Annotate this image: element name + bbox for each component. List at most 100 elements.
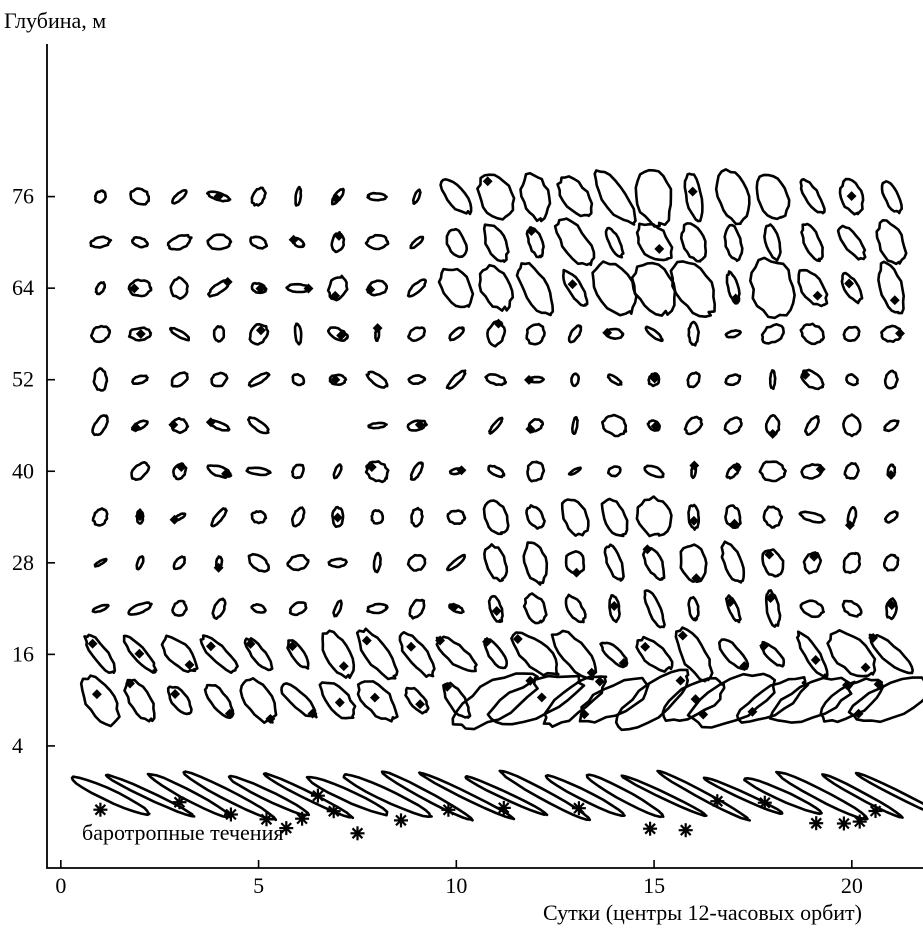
current-ellipse [93, 189, 107, 204]
barotropic-ellipse [775, 770, 869, 821]
current-ellipse [875, 219, 908, 266]
current-ellipse [687, 320, 700, 347]
phase-marker [213, 562, 224, 573]
current-ellipse [79, 674, 121, 728]
current-ellipse [247, 552, 270, 573]
phase-marker [255, 325, 266, 336]
current-ellipse [880, 324, 903, 343]
current-ellipse [643, 464, 665, 479]
current-ellipse [842, 551, 862, 575]
barotropic-ellipse [70, 775, 151, 817]
phase-marker [369, 692, 380, 703]
current-ellipse [483, 543, 509, 583]
current-ellipse [131, 374, 149, 385]
current-ellipse [331, 505, 345, 529]
current-ellipse [842, 325, 861, 343]
barotropic-ellipse [656, 769, 751, 822]
phase-marker [456, 465, 467, 476]
y-tick-label: 64 [12, 275, 34, 300]
phase-marker [170, 689, 181, 699]
current-ellipse [327, 557, 348, 569]
current-ellipse [836, 224, 867, 261]
current-ellipse [364, 233, 390, 251]
current-ellipse [291, 506, 306, 528]
current-ellipse [364, 460, 390, 484]
current-ellipse [291, 372, 306, 387]
phase-marker [739, 661, 750, 672]
phase-marker [650, 421, 661, 432]
current-ellipse [476, 173, 516, 221]
current-ellipse [724, 504, 742, 529]
current-ellipse [407, 374, 427, 386]
barotropic-star-marker [259, 812, 274, 827]
current-ellipse [366, 602, 389, 615]
current-ellipse [841, 599, 863, 618]
current-ellipse [883, 553, 900, 572]
annotation-barotropic: баротропные течения [82, 820, 283, 845]
current-ellipse [556, 175, 594, 218]
phase-marker [810, 655, 821, 665]
phase-marker [130, 422, 141, 433]
current-ellipse [800, 463, 825, 480]
current-ellipse [482, 499, 510, 536]
current-ellipse [486, 674, 586, 726]
current-ellipse [635, 222, 674, 262]
barotropic-star-marker [496, 800, 511, 815]
current-ellipse [129, 187, 150, 206]
current-ellipse [370, 509, 385, 525]
phase-marker [222, 276, 233, 287]
current-ellipse [593, 169, 637, 226]
current-ellipse [606, 373, 623, 386]
current-ellipse [877, 260, 905, 315]
current-ellipse [318, 681, 357, 720]
current-ellipse [239, 677, 278, 724]
current-ellipse [367, 421, 388, 430]
barotropic-star-marker [643, 821, 658, 836]
current-ellipse [407, 326, 426, 342]
current-ellipse [797, 268, 829, 308]
current-ellipse [486, 320, 507, 348]
phase-marker [205, 417, 216, 428]
current-ellipse [723, 223, 744, 262]
current-ellipse [135, 555, 145, 571]
current-ellipse [679, 222, 708, 263]
barotropic-ellipse [104, 773, 196, 818]
phase-marker [168, 419, 179, 430]
barotropic-star-marker [710, 794, 725, 809]
current-ellipse [720, 540, 746, 584]
current-ellipse [135, 508, 145, 525]
current-ellipse [525, 504, 546, 530]
current-ellipse [372, 551, 382, 574]
y-axis-label: Глубина, м [4, 8, 106, 33]
phase-marker [571, 567, 582, 578]
current-ellipse [634, 168, 673, 228]
phase-marker [125, 678, 135, 689]
current-ellipse [614, 668, 690, 732]
current-ellipse [553, 217, 596, 267]
y-tick-label: 28 [12, 550, 34, 575]
current-ellipse [404, 686, 430, 715]
current-ellipse [669, 260, 716, 318]
phase-marker [87, 638, 98, 649]
current-ellipse [845, 373, 859, 387]
barotropic-ellipse [418, 771, 516, 821]
current-ellipse [883, 369, 899, 390]
barotropic-ellipse [227, 774, 311, 817]
phase-marker [618, 658, 629, 668]
phase-marker [338, 661, 349, 672]
current-ellipse [515, 261, 555, 317]
current-ellipse [409, 461, 424, 481]
phase-marker [336, 330, 347, 341]
phase-marker [265, 713, 276, 724]
phase-marker [524, 374, 534, 385]
current-ellipse [847, 676, 923, 724]
phase-marker [361, 635, 372, 646]
current-ellipse [131, 236, 149, 249]
current-ellipse [406, 419, 428, 432]
current-ellipse [763, 223, 782, 262]
y-tick-label: 76 [12, 184, 34, 209]
current-ellipse [758, 460, 787, 483]
current-ellipse [294, 185, 303, 207]
barotropic-ellipse [464, 775, 549, 817]
